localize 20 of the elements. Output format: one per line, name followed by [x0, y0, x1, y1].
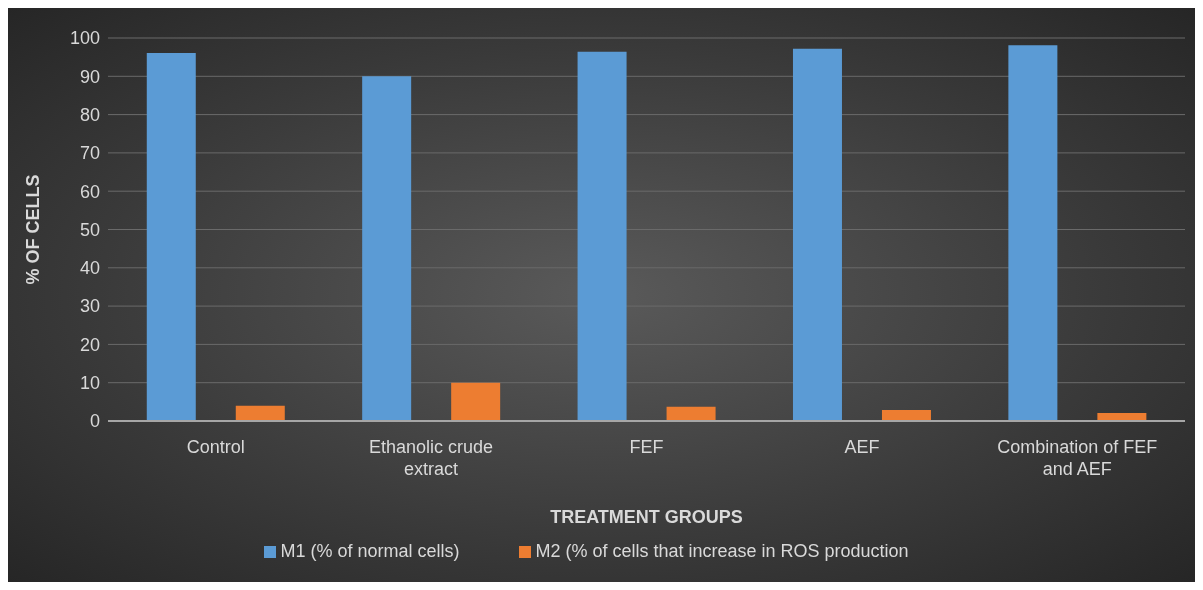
y-axis-title: % OF CELLS — [23, 174, 44, 285]
x-tick-label: Control — [186, 437, 245, 457]
y-tick-label: 90 — [79, 66, 100, 87]
y-tick-label: 0 — [89, 411, 100, 432]
y-tick-label: 60 — [79, 181, 100, 202]
y-tick-label: 100 — [69, 28, 100, 49]
x-tick-label: Ethanolic crude extract — [369, 437, 494, 479]
y-tick-label: 70 — [79, 143, 100, 164]
x-tick-label: AEF — [844, 437, 880, 457]
y-tick-label: 30 — [79, 296, 100, 317]
x-tick-label: Combination of FEF and AEF — [997, 437, 1158, 479]
x-axis-title: TREATMENT GROUPS — [550, 507, 743, 527]
legend-label: M2 (% of cells that increase in ROS production — [535, 541, 909, 561]
x-tick-label: FEF — [629, 437, 664, 457]
y-tick-label: 50 — [79, 219, 100, 240]
y-tick-label: 20 — [79, 334, 100, 355]
y-tick-label: 10 — [79, 373, 100, 394]
legend-label: M1 (% of normal cells) — [280, 541, 460, 561]
y-tick-label: 80 — [79, 104, 100, 125]
y-tick-label: 40 — [79, 258, 100, 279]
